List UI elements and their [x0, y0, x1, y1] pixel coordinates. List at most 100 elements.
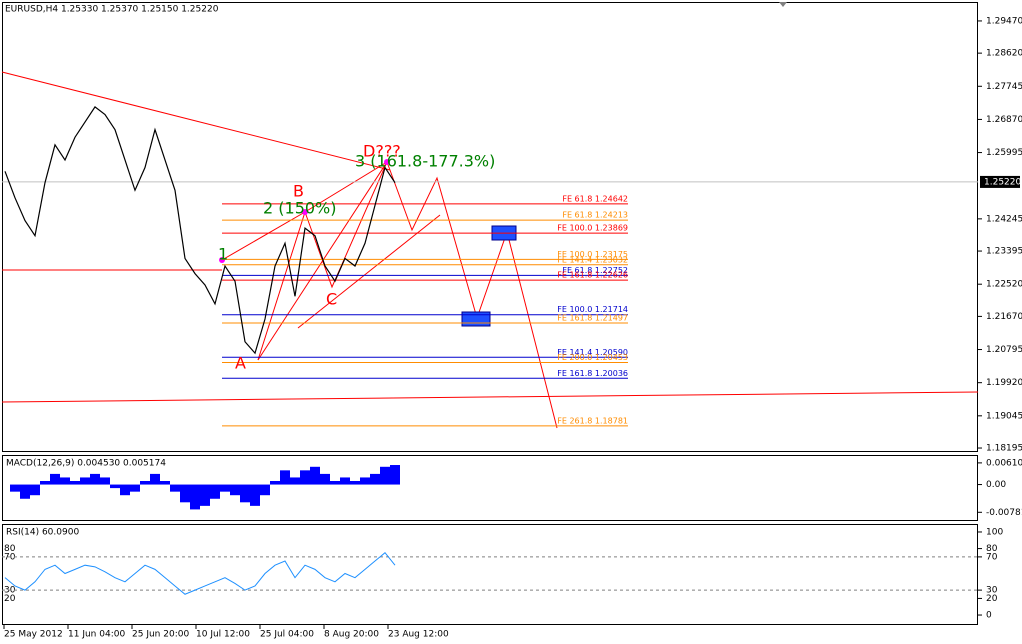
macd-bar: [60, 477, 70, 485]
y-tick-label: 70: [986, 552, 998, 562]
trend-lines: [1, 71, 979, 429]
y-tick-label: 1.20795: [986, 345, 1022, 355]
macd-bar: [160, 481, 170, 485]
macd-panel: [2, 455, 978, 521]
annotation: 2 (150%): [263, 199, 337, 218]
x-tick-label: 25 Jun 20:00: [132, 630, 189, 640]
macd-bar: [350, 481, 360, 485]
macd-bar: [90, 473, 100, 485]
macd-bar: [310, 466, 320, 485]
x-tick-label: 11 Jun 04:00: [68, 630, 125, 640]
macd-bar: [10, 484, 20, 492]
shift-marker: [779, 2, 787, 7]
fib-label: FE 61.8 1.22752: [562, 266, 628, 275]
y-tick-label: 0: [986, 611, 992, 621]
main-panel: [2, 2, 978, 452]
macd-bar: [230, 484, 240, 496]
macd-bar: [300, 470, 310, 485]
macd-bar: [370, 473, 380, 485]
x-tick-label: 25 Jul 04:00: [260, 630, 314, 640]
macd-bar: [130, 484, 140, 492]
macd-bar: [120, 484, 130, 496]
macd-label: MACD(12,26,9) 0.004530 0.005174: [6, 459, 166, 469]
fib-label: FE 141.4 1.23032: [557, 255, 628, 264]
macd-bar: [390, 465, 400, 485]
macd-bar: [40, 481, 50, 485]
fib-label: FE 161.8 1.20036: [557, 369, 628, 378]
x-tick-label: 25 May 2012: [4, 630, 63, 640]
fib-label: FE 61.8 1.24213: [562, 211, 628, 220]
macd-bar: [20, 484, 30, 499]
macd-bar: [70, 481, 80, 485]
annotation: D???: [363, 142, 401, 161]
y-tick-label: 1.21670: [986, 312, 1022, 322]
fib-label: FE 100.0 1.23175: [557, 250, 628, 259]
annotation: 1: [218, 245, 228, 264]
y-tick-label: 1.19045: [986, 411, 1022, 421]
macd-bar: [190, 484, 200, 510]
fib-label: FE 200.0 1.20453: [557, 353, 628, 362]
y-tick-label: 80: [986, 544, 998, 554]
macd-bar: [360, 477, 370, 485]
macd-bar: [220, 484, 230, 492]
y-tick-label: 100: [986, 527, 1003, 537]
annotation: C: [326, 290, 337, 309]
x-tick-label: 23 Aug 12:00: [388, 630, 449, 640]
fib-label: FE 141.4 1.20590: [557, 348, 628, 357]
pivot: [219, 257, 225, 263]
annotation: 3 (161.8-177.3%): [355, 152, 495, 171]
y-tick-label: 1.23395: [986, 247, 1022, 257]
macd-bar: [170, 484, 180, 492]
y-tick-label: 1.25995: [986, 148, 1022, 158]
annotation: A: [235, 354, 246, 373]
macd-bar: [140, 481, 150, 485]
y-tick-label: 1.26870: [986, 115, 1022, 125]
macd-bar: [50, 473, 60, 485]
macd-bar: [290, 477, 300, 485]
fib-label: FE 100.0 1.21714: [557, 305, 628, 314]
y-tick-label: 1.22520: [986, 280, 1022, 290]
macd-bar: [200, 484, 210, 506]
y-tick-label: 1.27745: [986, 82, 1022, 92]
pivot: [384, 159, 390, 165]
macd-bar: [110, 484, 120, 489]
annotation: B: [293, 182, 304, 201]
macd-bar: [30, 484, 40, 496]
header: EURUSD,H4 1.25330 1.25370 1.25150 1.2522…: [5, 5, 219, 15]
y-tick-label-left: 20: [4, 594, 16, 604]
macd-bar: [270, 481, 280, 485]
y-tick-label: 1.28620: [986, 49, 1022, 59]
target-box: [461, 311, 491, 327]
fib-label: FE 261.8 1.18781: [557, 416, 628, 425]
macd-bar: [380, 466, 390, 485]
x-tick-label: 8 Aug 20:00: [324, 630, 379, 640]
macd-bar: [100, 477, 110, 485]
x-tick-label: 10 Jul 12:00: [196, 630, 250, 640]
macd-bar: [280, 470, 290, 485]
macd-bar: [210, 484, 220, 499]
y-tick-label: 30: [986, 586, 998, 596]
fib-label: FE 100.0 1.23869: [557, 224, 628, 233]
pivot: [302, 209, 308, 215]
y-tick-label: 20: [986, 594, 998, 604]
macd-bar: [240, 484, 250, 503]
current-price-label: 1.25220: [984, 177, 1021, 187]
fib-label: FE 161.8 1.22626: [557, 271, 628, 280]
y-tick-label: 1.19920: [986, 378, 1022, 388]
current-price-box: [980, 175, 1020, 188]
macd-bar: [250, 484, 260, 506]
macd-bar: [260, 484, 270, 496]
rsi-panel: [2, 524, 978, 625]
rsi-line: [4, 552, 396, 595]
fib-label: FE 161.8 1.21497: [557, 313, 628, 322]
y-tick-label: 0.006101: [986, 458, 1022, 468]
rsi-label: RSI(14) 60.0900: [6, 528, 79, 538]
y-tick-label: 1.29470: [986, 16, 1022, 26]
y-tick-label: 0.00: [986, 480, 1006, 490]
macd-bar: [150, 473, 160, 485]
y-tick-label-left: 80: [4, 544, 16, 554]
macd-bar: [180, 484, 190, 503]
price-line: [4, 106, 396, 355]
